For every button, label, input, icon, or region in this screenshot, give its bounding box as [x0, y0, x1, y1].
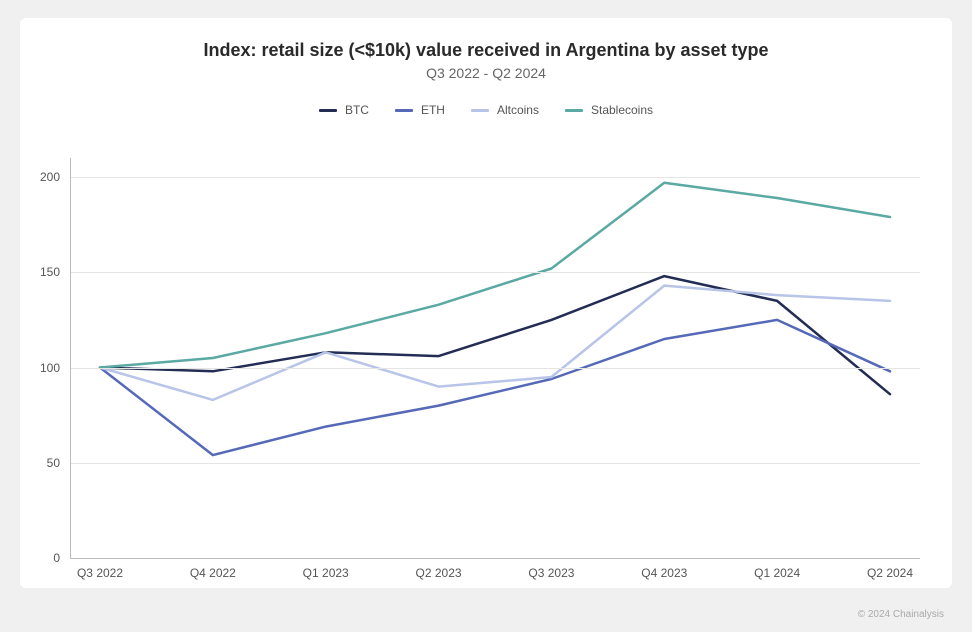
y-axis-label: 150 — [40, 265, 60, 279]
chart-title-block: Index: retail size (<$10k) value receive… — [20, 18, 952, 81]
chart-legend: BTC ETH Altcoins Stablecoins — [20, 103, 952, 117]
chart-plot-area: 050100150200Q3 2022Q4 2022Q1 2023Q2 2023… — [70, 158, 920, 558]
attribution-text: © 2024 Chainalysis — [858, 609, 944, 620]
gridline — [70, 463, 920, 464]
gridline — [70, 368, 920, 369]
legend-swatch-icon — [471, 109, 489, 112]
legend-item-altcoins: Altcoins — [471, 103, 539, 117]
legend-label: BTC — [345, 103, 369, 117]
y-axis-label: 0 — [53, 551, 60, 565]
y-axis-line — [70, 158, 71, 558]
chart-lines-svg — [70, 158, 920, 558]
legend-swatch-icon — [319, 109, 337, 112]
gridline — [70, 272, 920, 273]
legend-item-eth: ETH — [395, 103, 445, 117]
gridline — [70, 177, 920, 178]
legend-item-btc: BTC — [319, 103, 369, 117]
legend-label: ETH — [421, 103, 445, 117]
x-axis-label: Q3 2022 — [77, 566, 123, 580]
x-axis-label: Q2 2024 — [867, 566, 913, 580]
x-axis-label: Q1 2023 — [303, 566, 349, 580]
legend-item-stablecoins: Stablecoins — [565, 103, 653, 117]
legend-label: Altcoins — [497, 103, 539, 117]
legend-swatch-icon — [565, 109, 583, 112]
y-axis-label: 100 — [40, 361, 60, 375]
x-axis-label: Q1 2024 — [754, 566, 800, 580]
chart-card: Index: retail size (<$10k) value receive… — [20, 18, 952, 588]
x-axis-line — [70, 558, 920, 559]
x-axis-label: Q2 2023 — [416, 566, 462, 580]
chart-subtitle: Q3 2022 - Q2 2024 — [20, 65, 952, 81]
series-line-stablecoins — [100, 183, 890, 368]
legend-label: Stablecoins — [591, 103, 653, 117]
x-axis-label: Q4 2022 — [190, 566, 236, 580]
chart-title: Index: retail size (<$10k) value receive… — [20, 40, 952, 61]
x-axis-label: Q4 2023 — [641, 566, 687, 580]
series-line-eth — [100, 320, 890, 455]
series-line-altcoins — [100, 286, 890, 400]
y-axis-label: 200 — [40, 170, 60, 184]
x-axis-label: Q3 2023 — [528, 566, 574, 580]
y-axis-label: 50 — [47, 456, 60, 470]
legend-swatch-icon — [395, 109, 413, 112]
